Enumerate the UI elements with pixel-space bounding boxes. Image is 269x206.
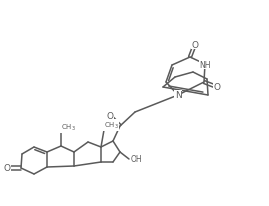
Text: O: O — [3, 164, 10, 173]
Text: NH: NH — [199, 60, 211, 69]
Text: O: O — [192, 40, 199, 49]
Text: CH$_3$: CH$_3$ — [104, 120, 118, 130]
Text: O: O — [214, 83, 221, 92]
Text: O: O — [107, 112, 114, 121]
Text: N: N — [175, 91, 181, 100]
Text: CH$_3$: CH$_3$ — [61, 122, 76, 132]
Text: OH: OH — [130, 155, 142, 164]
